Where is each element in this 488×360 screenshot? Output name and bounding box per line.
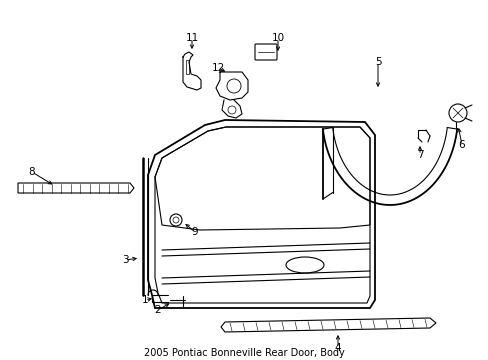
Text: 11: 11 bbox=[185, 33, 198, 43]
Text: 7: 7 bbox=[416, 150, 423, 160]
Text: 2: 2 bbox=[154, 305, 161, 315]
Text: 3: 3 bbox=[122, 255, 128, 265]
Text: 10: 10 bbox=[271, 33, 284, 43]
Text: 12: 12 bbox=[211, 63, 224, 73]
Text: 9: 9 bbox=[191, 227, 198, 237]
Text: 1: 1 bbox=[142, 295, 148, 305]
Text: 5: 5 bbox=[374, 57, 381, 67]
Text: 6: 6 bbox=[458, 140, 465, 150]
Text: 2005 Pontiac Bonneville Rear Door, Body: 2005 Pontiac Bonneville Rear Door, Body bbox=[143, 348, 344, 358]
Bar bbox=[185, 60, 189, 74]
Text: 8: 8 bbox=[29, 167, 35, 177]
Text: 4: 4 bbox=[334, 343, 341, 353]
